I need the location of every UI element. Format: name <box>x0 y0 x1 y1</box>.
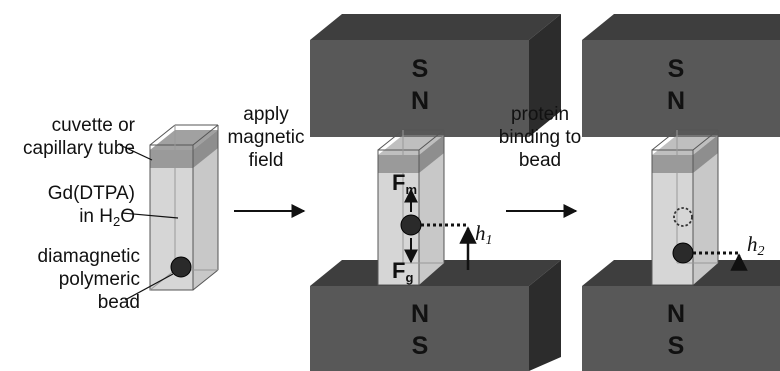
step-1-label-line3: field <box>249 150 284 171</box>
magnet-bottom-1: N S <box>310 260 561 371</box>
bead-leader-line <box>124 273 174 301</box>
bead-label-line1: diamagnetic <box>38 246 140 267</box>
magnet-top-2-pole-s: S <box>668 55 685 83</box>
step-1-label-line2: magnetic <box>227 127 304 148</box>
magnet-top-2: S N <box>582 14 780 137</box>
magnet-bottom-2-pole-s: S <box>668 332 685 360</box>
height-2-label: h2 <box>747 232 765 259</box>
height-1-label: h1 <box>475 221 493 248</box>
magnet-top-1-pole-n: N <box>411 87 429 115</box>
magnet-top-1-pole-s: S <box>412 55 429 83</box>
gd-label-line1: Gd(DTPA) <box>48 183 135 204</box>
magnet-bottom-1-pole-n: N <box>411 300 429 328</box>
bead-1 <box>170 256 192 278</box>
step-2-label-line2: binding to <box>499 127 581 148</box>
bead-label-line2: polymeric <box>59 269 140 290</box>
cuvette-label-line1: cuvette or <box>52 115 136 136</box>
magnet-top-2-pole-n: N <box>667 87 685 115</box>
step-2-label-line3: bead <box>519 150 561 171</box>
cuvette-leader-line <box>119 144 153 161</box>
cuvette-label-line2: capillary tube <box>23 138 135 159</box>
gd-label-line2: in H2O <box>79 206 135 229</box>
bead-3-previous-position <box>673 207 693 227</box>
magnet-bottom-1-pole-s: S <box>412 332 429 360</box>
magnet-bottom-2: N S <box>582 260 780 371</box>
magnet-top-1: S N <box>310 14 561 137</box>
bead-2 <box>400 214 422 236</box>
force-magnetic-label: Fm <box>392 170 417 197</box>
step-1-label-line1: apply <box>243 104 289 125</box>
gd-leader-line <box>121 212 179 219</box>
bead-3 <box>672 242 694 264</box>
magnet-bottom-2-pole-n: N <box>667 300 685 328</box>
force-gravity-label: Fg <box>392 258 413 285</box>
step-2-label-line1: protein <box>511 104 569 125</box>
cuvette-3 <box>651 129 719 286</box>
